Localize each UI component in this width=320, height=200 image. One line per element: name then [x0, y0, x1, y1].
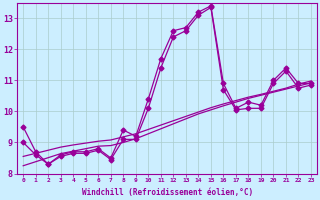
X-axis label: Windchill (Refroidissement éolien,°C): Windchill (Refroidissement éolien,°C): [82, 188, 253, 197]
